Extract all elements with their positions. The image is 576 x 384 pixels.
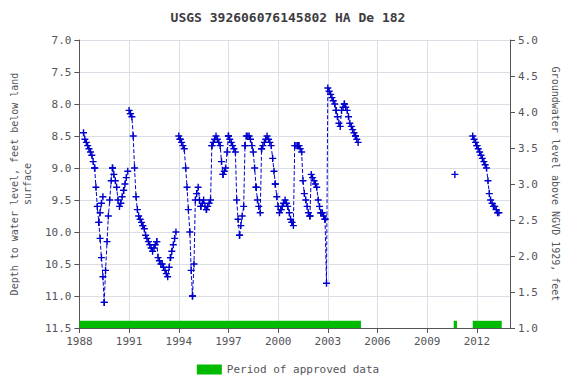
svg-text:Depth to water level, feet bel: Depth to water level, feet below land (9, 73, 20, 296)
svg-text:8.0: 8.0 (52, 98, 72, 111)
svg-text:2.0: 2.0 (518, 250, 538, 263)
svg-text:Period of approved data: Period of approved data (227, 363, 379, 376)
svg-text:3.5: 3.5 (518, 142, 538, 155)
svg-text:1.0: 1.0 (518, 322, 538, 335)
svg-text:2006: 2006 (364, 335, 391, 348)
svg-text:3.0: 3.0 (518, 178, 538, 191)
svg-text:8.5: 8.5 (52, 130, 72, 143)
svg-text:10.0: 10.0 (45, 226, 72, 239)
svg-text:4.5: 4.5 (518, 70, 538, 83)
svg-text:10.5: 10.5 (45, 258, 72, 271)
svg-text:7.0: 7.0 (52, 34, 72, 47)
svg-text:1988: 1988 (66, 335, 93, 348)
svg-text:2009: 2009 (414, 335, 441, 348)
svg-text:7.5: 7.5 (52, 66, 72, 79)
svg-text:11.0: 11.0 (45, 290, 72, 303)
svg-text:1997: 1997 (215, 335, 242, 348)
svg-text:2000: 2000 (265, 335, 292, 348)
svg-text:USGS 392606076145802 HA De 182: USGS 392606076145802 HA De 182 (171, 10, 406, 25)
svg-text:1991: 1991 (116, 335, 143, 348)
svg-text:2.5: 2.5 (518, 214, 538, 227)
svg-text:1.5: 1.5 (518, 286, 538, 299)
svg-text:2003: 2003 (315, 335, 342, 348)
svg-text:4.0: 4.0 (518, 106, 538, 119)
svg-text:Groundwater level above NGVD 1: Groundwater level above NGVD 1929, feet (550, 67, 561, 302)
svg-text:surface: surface (22, 163, 33, 205)
svg-text:9.5: 9.5 (52, 194, 72, 207)
svg-text:5.0: 5.0 (518, 34, 538, 47)
svg-text:9.0: 9.0 (52, 162, 72, 175)
svg-text:1994: 1994 (166, 335, 193, 348)
svg-text:2012: 2012 (464, 335, 491, 348)
svg-text:11.5: 11.5 (45, 322, 72, 335)
